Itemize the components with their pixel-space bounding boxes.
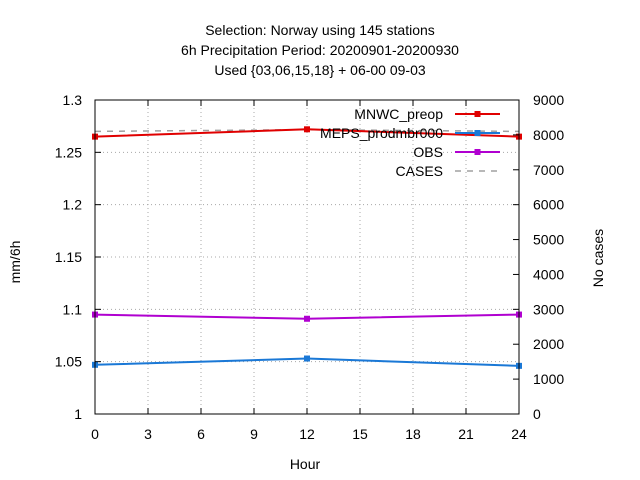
- x-tick-label: 6: [197, 426, 205, 442]
- legend-label-meps-prodmbr000: MEPS_prodmbr000: [320, 125, 443, 141]
- y-tick-label: 1.05: [55, 354, 82, 370]
- y2-tick-label: 5000: [533, 232, 564, 248]
- data-point-mnwc-preop: [304, 126, 310, 133]
- y2-tick-label: 7000: [533, 162, 564, 178]
- legend-label-cases: CASES: [396, 163, 443, 179]
- y2-tick-label: 9000: [533, 92, 564, 108]
- chart-title-line: 6h Precipitation Period: 20200901-202009…: [181, 42, 459, 58]
- y2-tick-label: 0: [533, 406, 541, 422]
- grid: [95, 100, 519, 414]
- y2-tick-label: 2000: [533, 336, 564, 352]
- y-axis-label: mm/6h: [7, 241, 23, 284]
- series-line-cases: [94, 128, 520, 133]
- x-tick-label: 3: [144, 426, 152, 442]
- y-tick-label: 1.2: [63, 197, 83, 213]
- data-point-obs: [304, 315, 310, 322]
- y-tick-label: 1.1: [63, 301, 83, 317]
- x-tick-label: 15: [352, 426, 368, 442]
- data-point-meps-prodmbr000: [304, 355, 310, 362]
- chart-title-line: Selection: Norway using 145 stations: [205, 22, 435, 38]
- chart-title-line: Used {03,06,15,18} + 06-00 09-03: [214, 62, 426, 78]
- x-tick-label: 24: [511, 426, 527, 442]
- y2-tick-label: 8000: [533, 127, 564, 143]
- legend-marker-meps-prodmbr000: [474, 130, 481, 136]
- x-axis-label: Hour: [290, 456, 321, 472]
- chart-title: Selection: Norway using 145 stations 6h P…: [181, 22, 459, 78]
- y2-tick-label: 1000: [533, 371, 564, 387]
- y2-tick-label: 6000: [533, 197, 564, 213]
- x-tick-label: 18: [405, 426, 421, 442]
- legend-marker-obs: [474, 149, 481, 155]
- y2-axis-label: No cases: [590, 229, 606, 287]
- x-tick-label: 9: [250, 426, 258, 442]
- x-tick-label: 21: [458, 426, 474, 442]
- legend: MNWC_preop MEPS_prodmbr000 OBS CASES: [320, 106, 500, 179]
- x-tick-label: 12: [299, 426, 315, 442]
- axis-ticks: 0 3 6 9 12 15 18 21 24 1 1.05 1.1 1.15 1.2 1.25 1.3 0 100…: [55, 92, 565, 442]
- y-tick-label: 1: [74, 406, 82, 422]
- y2-tick-label: 3000: [533, 301, 564, 317]
- y-tick-label: 1.15: [55, 249, 82, 265]
- legend-marker-mnwc-preop: [474, 111, 481, 117]
- x-tick-label: 0: [91, 426, 99, 442]
- y-tick-label: 1.25: [55, 144, 82, 160]
- y-tick-label: 1.3: [63, 92, 83, 108]
- y2-tick-label: 4000: [533, 266, 564, 282]
- legend-label-obs: OBS: [413, 144, 443, 160]
- legend-label-mnwc-preop: MNWC_preop: [354, 106, 443, 122]
